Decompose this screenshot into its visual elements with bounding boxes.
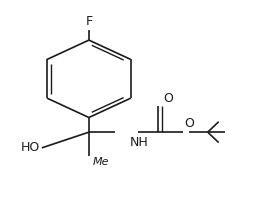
Text: O: O — [163, 92, 173, 105]
Text: O: O — [184, 117, 194, 130]
Text: NH: NH — [129, 136, 148, 149]
Text: F: F — [85, 15, 92, 28]
Text: Me: Me — [93, 157, 109, 167]
Text: HO: HO — [21, 141, 40, 154]
